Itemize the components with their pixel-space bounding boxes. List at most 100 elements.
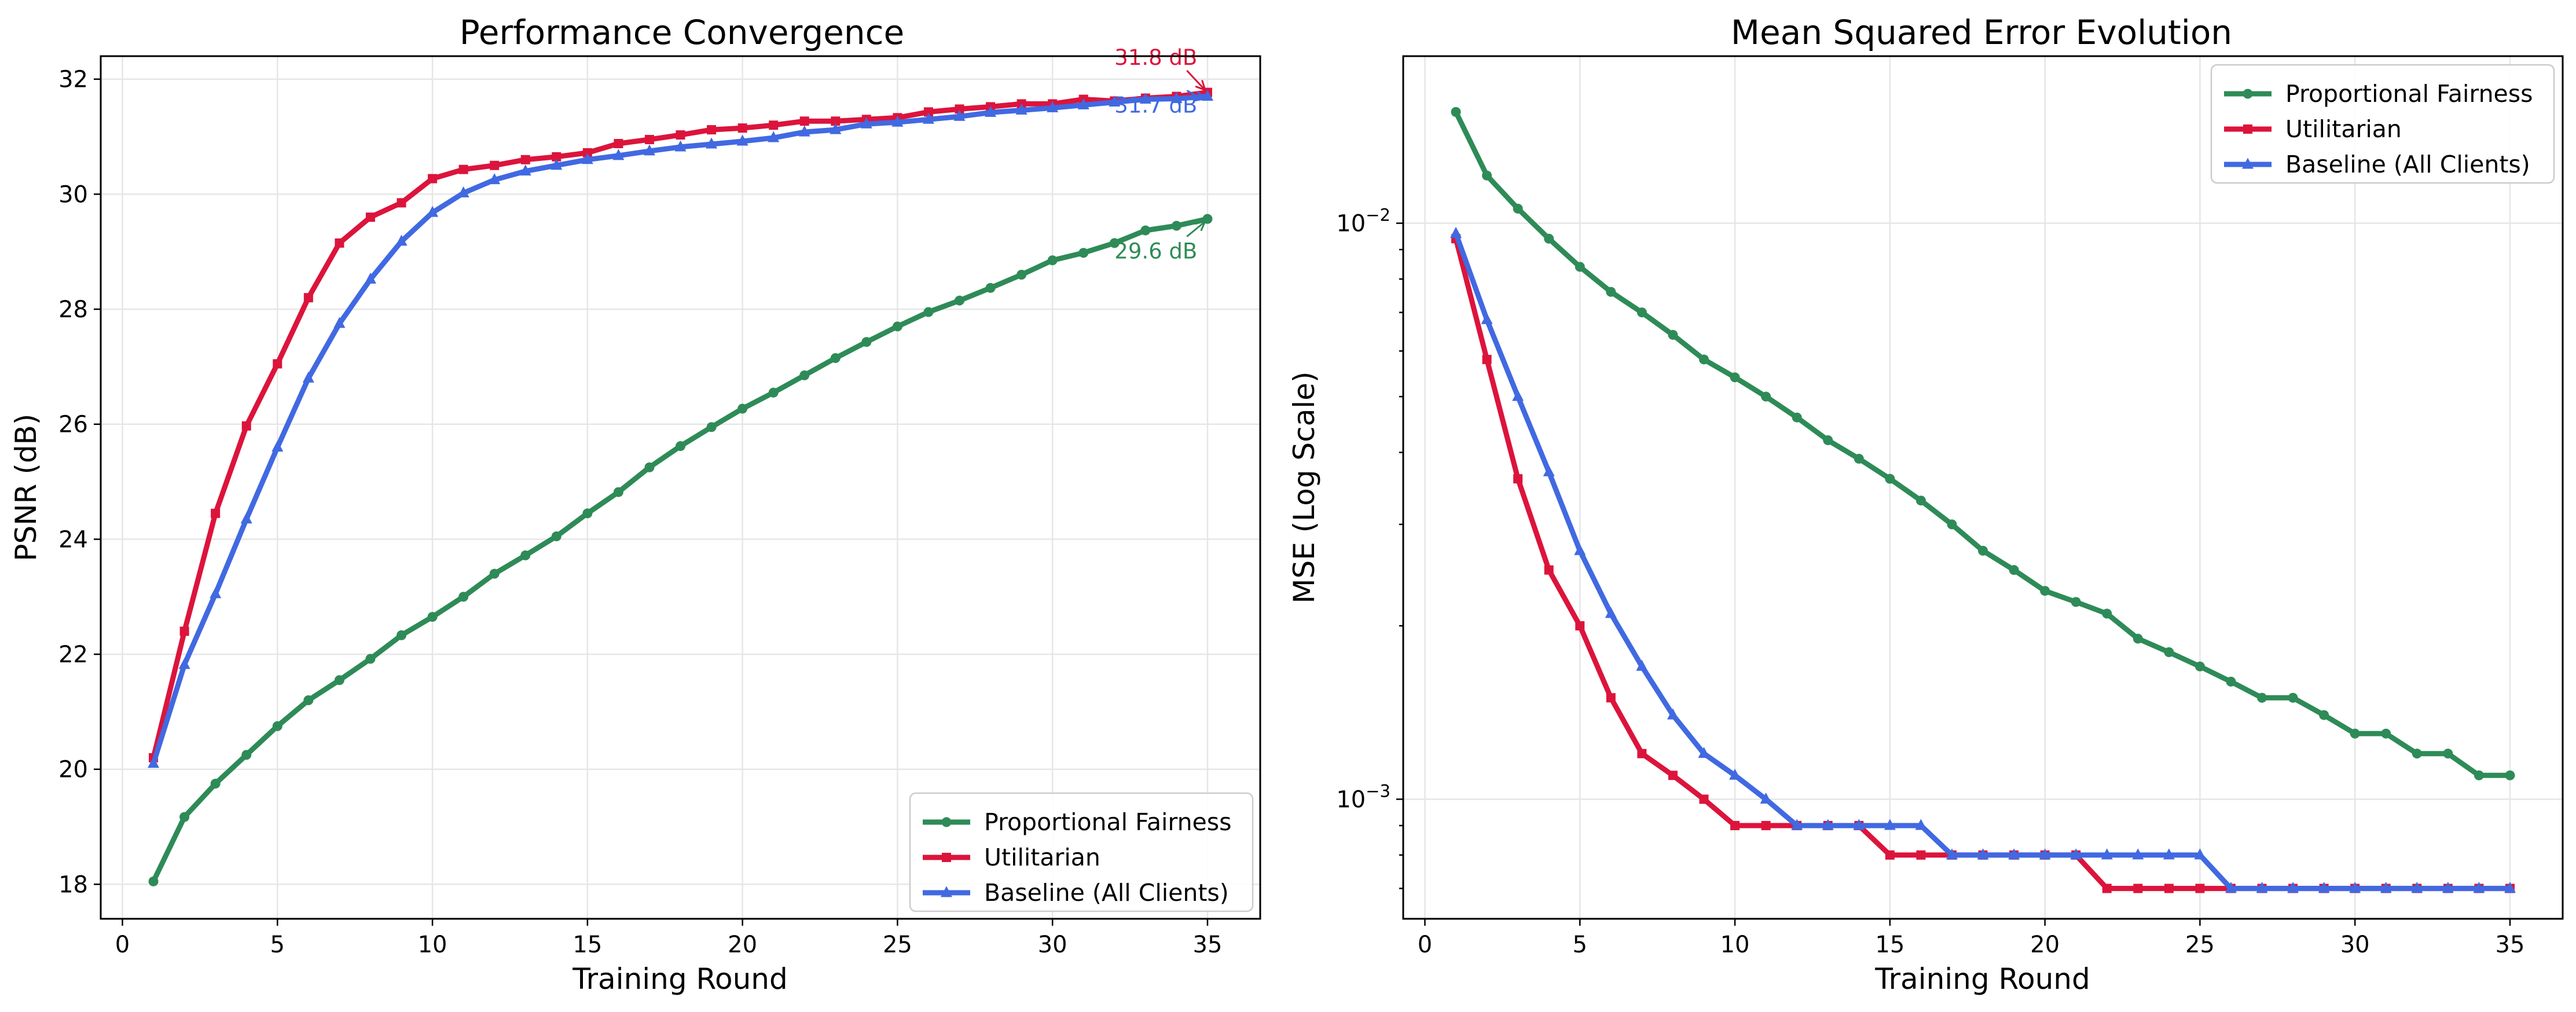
psnr-series-baseline-all-clients-point (830, 123, 842, 134)
mse-x-tick-label: 35 (2496, 932, 2525, 958)
psnr-series-proportional-fairness-point (799, 370, 810, 380)
psnr-series-baseline-all-clients-point (1077, 98, 1089, 109)
mse-series-utilitarian-point (2195, 883, 2205, 893)
mse-series-proportional-fairness-point (2071, 597, 2081, 607)
psnr-series-baseline-all-clients-point (333, 317, 346, 328)
psnr-series-proportional-fairness-point (1171, 221, 1181, 231)
mse-series-proportional-fairness-point (1544, 233, 1554, 244)
psnr-series-proportional-fairness-point (551, 531, 562, 541)
psnr-series-baseline-all-clients-point (891, 115, 904, 127)
mse-series-baseline-all-clients-point (2256, 882, 2268, 893)
mse-y-tick-label: 10−2 (1336, 206, 1390, 237)
mse-series-baseline-all-clients-point (1822, 819, 1834, 830)
psnr-series-baseline-all-clients-point (427, 206, 439, 217)
mse-series-baseline-all-clients-point (2504, 882, 2516, 893)
psnr-series-baseline-all-clients-point (953, 109, 966, 121)
psnr-series-proportional-fairness-point (706, 422, 717, 432)
mse-series-baseline-all-clients-point (1450, 226, 1462, 238)
mse-series-proportional-fairness-point (2443, 749, 2453, 759)
psnr-series-utilitarian-point (428, 174, 438, 184)
mse-series-baseline-all-clients-point (1543, 465, 1555, 476)
mse-x-tick-label: 30 (2340, 932, 2370, 958)
psnr-series-baseline-all-clients-point (519, 164, 531, 176)
psnr-series-utilitarian-point (303, 293, 313, 303)
psnr-series-utilitarian-point (831, 116, 841, 126)
mse-series-baseline-all-clients-point (2473, 882, 2485, 893)
psnr-series-baseline-all-clients-point (1015, 103, 1028, 115)
psnr-series-baseline-all-clients-point (271, 440, 284, 452)
mse-series-baseline-all-clients-point (1760, 792, 1772, 804)
psnr-series-proportional-fairness-point (1047, 255, 1058, 266)
psnr-series-proportional-fairness-point (830, 353, 841, 363)
mse-legend-label: Utilitarian (2285, 115, 2402, 143)
psnr-annotation-arrowhead (1195, 219, 1207, 232)
psnr-series-baseline-all-clients-point (1139, 93, 1151, 104)
psnr-series-baseline-all-clients-point (457, 186, 469, 197)
mse-series-utilitarian-point (2102, 883, 2112, 893)
mse-series-baseline-all-clients-point (1729, 768, 1741, 780)
mse-series-baseline-all-clients-point (2008, 848, 2020, 860)
psnr-series-proportional-fairness-point (923, 307, 934, 317)
mse-legend-marker (2242, 157, 2254, 169)
psnr-series-proportional-fairness-point (1078, 248, 1089, 258)
psnr-x-tick-label: 25 (883, 932, 912, 958)
psnr-series-baseline-all-clients-point (551, 159, 563, 170)
mse-x-axis-label: Training Round (1874, 962, 2090, 996)
mse-series-proportional-fairness-point (2474, 770, 2484, 780)
mse-series-utilitarian-point (1575, 621, 1585, 630)
psnr-series-baseline-all-clients-point (178, 658, 190, 669)
mse-series-baseline-all-clients-point (1791, 819, 1803, 830)
psnr-x-tick-label: 0 (115, 932, 130, 958)
mse-series-baseline-all-clients-point (1977, 848, 1989, 860)
psnr-series-utilitarian-point (582, 148, 592, 157)
psnr-series-proportional-fairness-point (365, 654, 376, 664)
mse-series-baseline-all-clients (1450, 226, 2516, 893)
psnr-series-baseline-all-clients-point (643, 144, 655, 156)
psnr-annotation-arrow (1186, 90, 1205, 101)
psnr-series-baseline-all-clients-point (148, 757, 160, 768)
psnr-chart: Performance Convergence 31.8 dB 31.7 dB 29… (9, 13, 1261, 996)
mse-series-proportional-fairness-point (2040, 586, 2050, 596)
psnr-series-utilitarian-point (490, 160, 500, 170)
psnr-series-utilitarian-point (799, 116, 809, 126)
mse-series-proportional-fairness-point (1668, 329, 1678, 340)
psnr-legend-box (909, 792, 1254, 912)
mse-legend-marker (2243, 124, 2252, 134)
mse-x-tick-label: 5 (1573, 932, 1587, 958)
psnr-axis-ticks: 0 5 10 15 20 25 30 35 18 20 22 24 26 28 30 32 (58, 67, 1222, 958)
mse-series-proportional-fairness-point (1575, 262, 1585, 272)
psnr-series-proportional-fairness-point (955, 295, 965, 306)
psnr-legend: Proportional Fairness Utilitarian Baseline… (909, 792, 1254, 912)
mse-axis-ticks: 0 5 10 15 20 25 30 35 10−3 10−2 (1336, 206, 2524, 958)
psnr-annotation-baseline-all-clients: 31.7 dB (1114, 93, 1197, 118)
psnr-series-utilitarian-point (552, 152, 562, 162)
mse-series-baseline-all-clients-point (1915, 819, 1927, 830)
mse-series-proportional-fairness-point (1947, 519, 1957, 530)
mse-series-utilitarian-point (1668, 771, 1678, 780)
psnr-x-tick-label: 15 (573, 932, 602, 958)
mse-series-baseline-all-clients-point (1884, 819, 1896, 830)
mse-series-proportional-fairness-point (1730, 372, 1740, 383)
mse-legend: Proportional Fairness Utilitarian Baseline… (2210, 64, 2555, 184)
psnr-series-baseline-all-clients-point (395, 234, 408, 246)
psnr-annotation-proportional-fairness: 29.6 dB (1114, 239, 1197, 264)
psnr-series-baseline-all-clients-point (612, 149, 625, 160)
psnr-x-tick-label: 35 (1193, 932, 1223, 958)
mse-x-tick-label: 20 (2030, 932, 2060, 958)
mse-series-utilitarian-point (2164, 883, 2174, 893)
psnr-series-proportional-fairness-point (985, 283, 996, 293)
mse-series-utilitarian-point (1544, 565, 1554, 575)
mse-series-baseline-all-clients-point (2070, 848, 2082, 860)
psnr-series-utilitarian-point (644, 135, 654, 145)
psnr-chart-title: Performance Convergence (460, 13, 904, 52)
psnr-legend-item-utilitarian: Utilitarian (923, 844, 1100, 871)
mse-series-proportional-fairness-point (1513, 203, 1523, 214)
mse-series-proportional-fairness-point (2195, 661, 2205, 672)
psnr-series-baseline-all-clients-point (240, 512, 252, 524)
mse-series-proportional-fairness-point (2381, 728, 2391, 739)
psnr-series-proportional-fairness-point (210, 779, 221, 789)
psnr-series-utilitarian-point (179, 626, 189, 636)
psnr-legend-marker (941, 886, 952, 897)
psnr-series-utilitarian-point (273, 359, 282, 369)
